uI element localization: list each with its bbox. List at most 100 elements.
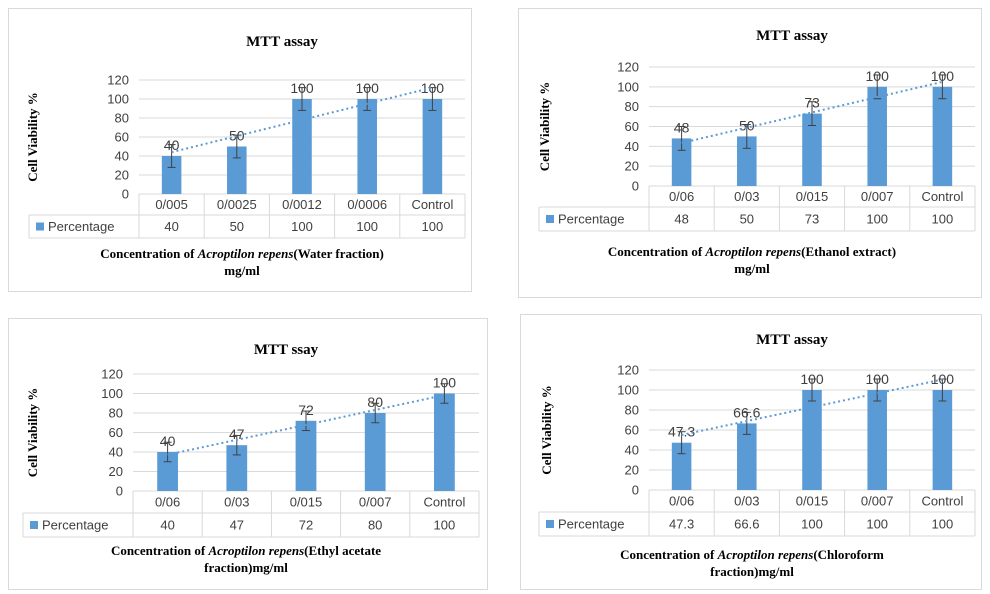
table-value: 100: [932, 212, 954, 227]
table-value: 100: [356, 219, 378, 234]
x-axis-label-part: Concentration of: [111, 543, 209, 558]
chart-panel-water: MTT assay Cell Viability % 0 20 40 60 80 100 120…: [8, 8, 472, 292]
bar: [226, 445, 248, 491]
table-value: 47: [230, 518, 244, 533]
legend-key: [36, 222, 44, 231]
bar: [227, 146, 247, 194]
table-value: 40: [160, 518, 174, 533]
legend-label: Percentage: [48, 219, 115, 234]
data-label: 47.3: [668, 424, 695, 440]
table-value: 50: [230, 219, 244, 234]
bar: [295, 420, 317, 491]
x-axis-label-part: Concentration of: [620, 547, 718, 562]
bar: [671, 442, 692, 490]
data-label: 100: [931, 68, 955, 84]
data-label: 100: [800, 371, 824, 387]
bar: [292, 99, 312, 194]
category-label: 0/015: [796, 189, 829, 204]
bar: [737, 423, 757, 490]
x-axis-label: fraction)mg/ml: [204, 560, 288, 575]
chart-title: MTT ssay: [254, 342, 319, 358]
data-label: 100: [356, 80, 380, 96]
table-value: 100: [932, 517, 954, 532]
bar: [671, 138, 692, 186]
bar: [802, 390, 822, 490]
y-tick-label: 20: [115, 168, 129, 183]
trendline: [167, 394, 445, 456]
data-label: 100: [433, 375, 457, 391]
data-label: 48: [674, 119, 690, 135]
y-tick-label: 120: [107, 73, 129, 88]
x-axis-label-part: mg/ml: [734, 261, 770, 276]
y-tick-label: 20: [625, 463, 639, 478]
data-label: 80: [367, 394, 383, 410]
category-label: 0/005: [155, 197, 188, 212]
table-value: 66.6: [734, 517, 759, 532]
legend-label: Percentage: [558, 517, 625, 532]
y-tick-label: 80: [109, 406, 123, 421]
category-label: Control: [411, 197, 453, 212]
bar: [157, 452, 178, 491]
y-tick-label: 100: [107, 92, 129, 107]
category-label: 0/06: [155, 495, 180, 510]
x-axis-label-part: (Ethanol extract): [801, 244, 896, 259]
category-label: Control: [921, 189, 963, 204]
data-label: 72: [298, 402, 314, 418]
y-tick-label: 0: [632, 179, 639, 194]
category-label: 0/015: [290, 495, 323, 510]
x-axis-label-part: Concentration of: [100, 246, 198, 261]
x-axis-label-part: (Water fraction): [293, 246, 383, 261]
category-label: 0/0006: [347, 197, 387, 212]
bar: [867, 390, 887, 490]
bar: [364, 413, 386, 491]
category-label: 0/06: [669, 494, 694, 509]
table-value: 80: [368, 518, 382, 533]
data-label: 50: [229, 128, 245, 144]
y-tick-label: 60: [625, 423, 639, 438]
x-axis-label: Concentration of Acroptilon repens(Ethan…: [608, 244, 896, 259]
y-axis-label: Cell Viability %: [539, 385, 554, 475]
data-label: 66.6: [733, 404, 760, 420]
legend-key: [546, 520, 554, 528]
table-value: 73: [805, 212, 819, 227]
chart-title: MTT assay: [246, 34, 318, 50]
category-label: 0/06: [669, 189, 694, 204]
bar: [161, 156, 182, 194]
chart-title: MTT assay: [756, 332, 828, 348]
chart-svg-chloroform: MTT assay Cell Viability % 0 20 40 60 80 100 120…: [538, 332, 976, 579]
category-label: 0/007: [359, 495, 392, 510]
data-label: 100: [421, 80, 445, 96]
y-tick-label: 40: [115, 149, 129, 164]
y-tick-label: 60: [625, 119, 639, 134]
legend-key: [30, 521, 38, 529]
table-value: 48: [674, 212, 688, 227]
y-tick-label: 20: [109, 464, 123, 479]
x-axis-label: fraction)mg/ml: [710, 564, 794, 579]
y-axis-label: Cell Viability %: [537, 82, 552, 172]
y-tick-label: 80: [115, 111, 129, 126]
category-label: Control: [423, 495, 465, 510]
table-value: 72: [299, 518, 313, 533]
x-axis-label-part: (Ethyl acetate: [304, 543, 381, 558]
chart-svg-water: MTT assay Cell Viability % 0 20 40 60 80 100 120…: [25, 34, 466, 278]
x-axis-label-part: Acroptilon repens: [704, 244, 801, 259]
y-tick-label: 100: [617, 79, 639, 94]
data-label: 40: [164, 137, 180, 153]
table-value: 100: [291, 219, 313, 234]
y-axis-label: Cell Viability %: [25, 92, 40, 182]
y-tick-label: 40: [625, 443, 639, 458]
bar: [422, 99, 443, 194]
y-tick-label: 0: [122, 187, 129, 202]
y-tick-label: 40: [109, 445, 123, 460]
y-tick-label: 40: [625, 139, 639, 154]
x-axis-label: Concentration of Acroptilon repens(Chlor…: [620, 547, 884, 562]
x-axis-label-part: (Chloroform: [813, 547, 884, 562]
x-axis-label-part: Concentration of: [608, 244, 706, 259]
x-axis-label-part: Acroptilon repens: [717, 547, 814, 562]
y-tick-label: 100: [617, 383, 639, 398]
chart-title: MTT assay: [756, 28, 828, 44]
data-label: 100: [290, 80, 314, 96]
y-tick-label: 100: [101, 386, 123, 401]
category-label: 0/03: [734, 494, 759, 509]
table-value: 100: [434, 518, 456, 533]
